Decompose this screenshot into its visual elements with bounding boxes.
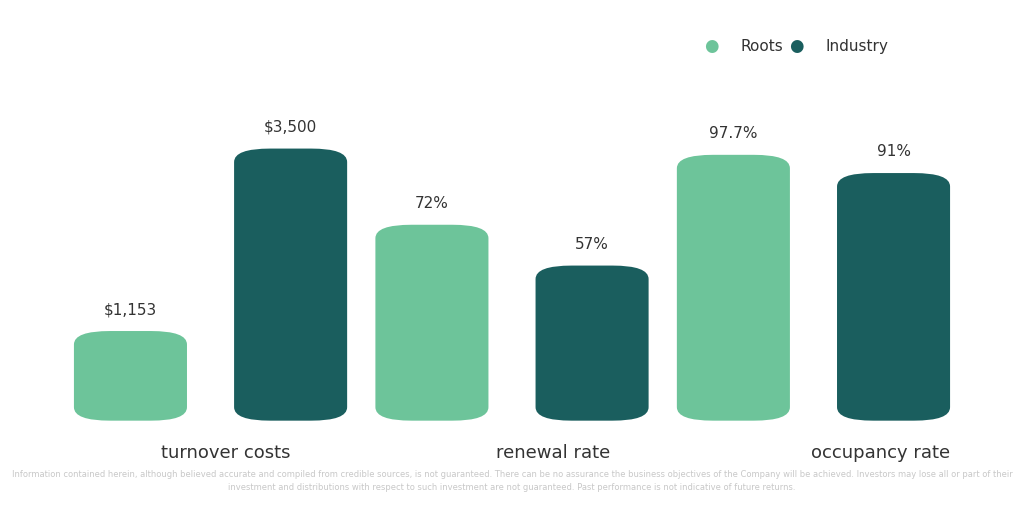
Text: Industry: Industry	[825, 38, 888, 54]
Text: 72%: 72%	[415, 196, 449, 211]
Text: ●: ●	[790, 37, 804, 55]
Text: 97.7%: 97.7%	[710, 126, 758, 141]
Text: turnover costs: turnover costs	[161, 444, 290, 462]
Text: $1,153: $1,153	[103, 302, 157, 317]
FancyBboxPatch shape	[677, 155, 790, 421]
Text: ●: ●	[705, 37, 719, 55]
FancyBboxPatch shape	[234, 149, 347, 421]
FancyBboxPatch shape	[837, 173, 950, 421]
Text: 91%: 91%	[877, 144, 910, 159]
Text: Information contained herein, although believed accurate and compiled from credi: Information contained herein, although b…	[11, 470, 1013, 492]
FancyBboxPatch shape	[74, 331, 187, 421]
FancyBboxPatch shape	[376, 225, 488, 421]
Text: Roots: Roots	[740, 38, 783, 54]
Text: $3,500: $3,500	[264, 120, 317, 134]
Text: occupancy rate: occupancy rate	[811, 444, 950, 462]
Text: renewal rate: renewal rate	[496, 444, 610, 462]
FancyBboxPatch shape	[536, 266, 648, 421]
Text: 57%: 57%	[575, 236, 609, 251]
